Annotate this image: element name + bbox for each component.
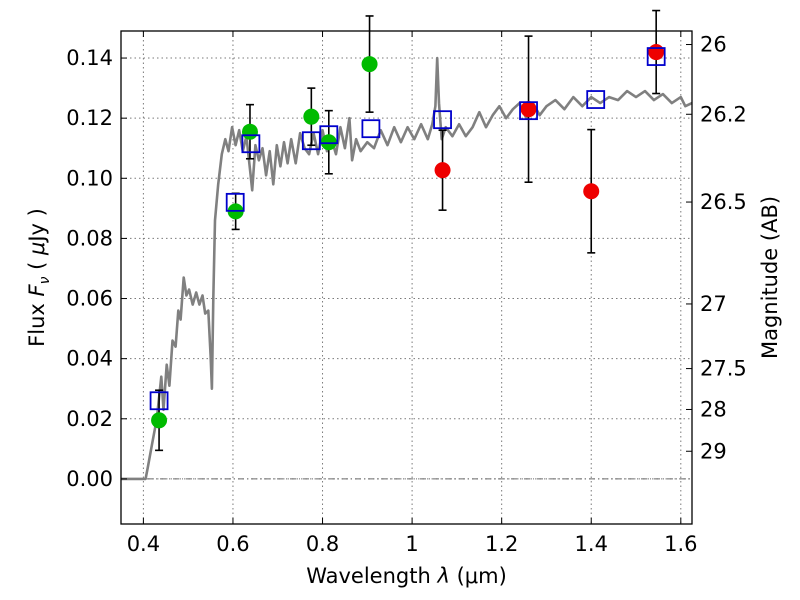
x-tick-label: 0.6 [216,532,249,556]
nir-point [583,183,600,200]
nir-point [648,44,665,61]
optical-point [151,412,168,429]
optical-point [303,108,320,125]
y-axis-label: Flux Fν ( μJy ) [25,208,53,347]
x-tick-label: 0.8 [306,532,339,556]
optical-point [320,134,337,151]
nir-point [434,162,451,179]
model-square [241,134,261,154]
y-tick-label: 0.02 [66,407,113,431]
axis-ticks: 0.4 0.6 0.8 1 1.2 1.4 1.6 0.00 0.02 0.04 0.06 0.08 0… [66,31,747,556]
magnitude-tick-label: 28 [700,397,727,421]
x-tick-label: 1.6 [664,532,697,556]
magnitude-tick-label: 27 [700,292,727,316]
x-tick-label: 1.4 [575,532,608,556]
model-square [149,391,169,411]
y-tick-label: 0.10 [66,166,113,190]
grid [121,31,692,524]
model-square [586,90,606,109]
y-tick-label: 0.04 [66,347,113,371]
right-axis-label: Magnitude (AB) [758,196,782,359]
magnitude-tick-label: 26.2 [700,102,747,126]
x-tick-label: 1.2 [485,532,518,556]
model-band-points [149,47,666,411]
y-tick-label: 0.06 [66,287,113,311]
optical-point [241,123,258,140]
model-square [361,119,381,139]
model-square [646,47,666,66]
y-tick-label: 0.12 [66,106,113,130]
y-tick-label: 0.08 [66,226,113,250]
magnitude-tick-label: 26.5 [700,190,747,214]
nir-point [520,101,537,118]
magnitude-tick-label: 26 [700,33,727,57]
y-tick-label: 0.00 [66,467,113,491]
x-axis-label: Wavelength λ (μm) [306,564,507,588]
optical-point [361,56,378,73]
x-tick-label: 0.4 [127,532,160,556]
y-tick-label: 0.14 [66,46,113,70]
magnitude-tick-label: 29 [700,439,727,463]
magnitude-tick-label: 27.5 [700,357,747,381]
plot-frame [120,30,693,525]
model-square [519,101,538,121]
model-square [225,192,245,212]
model-square [433,110,452,130]
model-square [319,125,339,145]
photometry-points [151,44,665,429]
x-tick-label: 1 [405,532,418,556]
